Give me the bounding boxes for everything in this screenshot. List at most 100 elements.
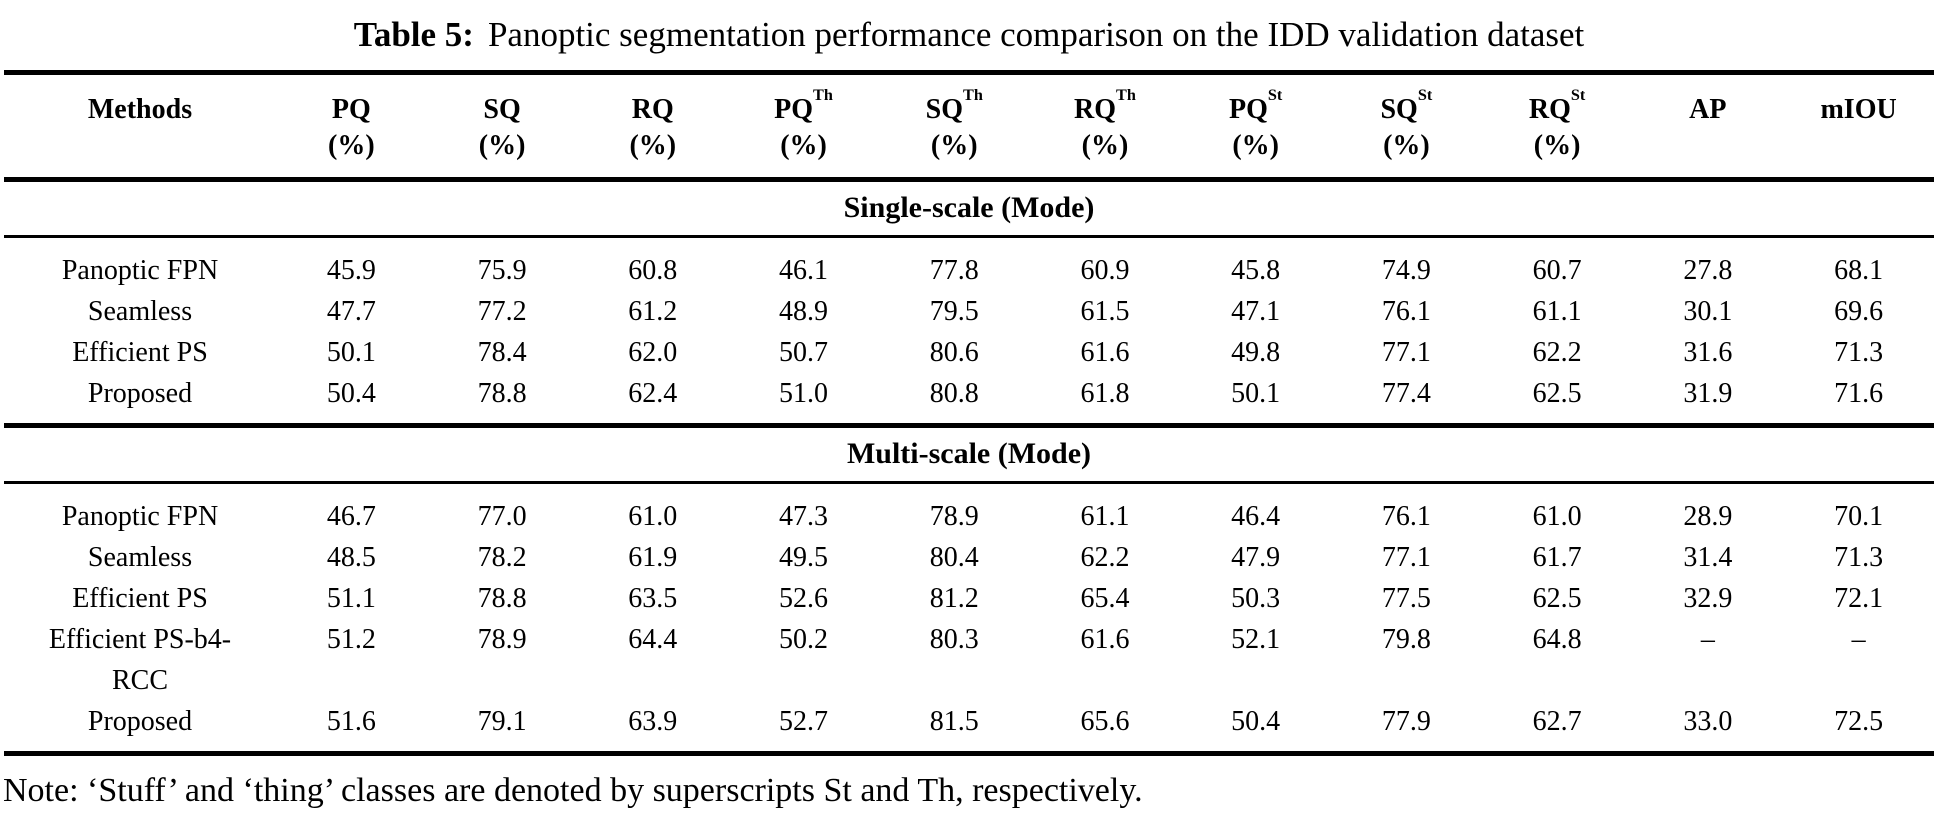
value-cell: 47.9 xyxy=(1231,542,1281,573)
column-header: SQTh xyxy=(925,85,983,125)
method-cell: Proposed xyxy=(87,378,193,409)
value-cell: 62.5 xyxy=(1532,378,1582,409)
value-cell: 61.0 xyxy=(628,501,678,532)
value-cell: 45.9 xyxy=(326,255,376,286)
table-row: Panoptic FPN 46.7 77.0 61.0 47.3 78.9 61.1 46.4… xyxy=(4,483,1934,538)
value-cell: 71.6 xyxy=(1834,378,1884,409)
value-cell: 46.1 xyxy=(779,255,829,286)
value-cell: 77.2 xyxy=(477,296,527,327)
value-cell: 78.9 xyxy=(929,501,979,532)
value-cell: 65.4 xyxy=(1080,583,1130,614)
value-cell: 47.3 xyxy=(779,501,829,532)
value-cell: 61.9 xyxy=(628,542,678,573)
column-header: RQSt xyxy=(1528,85,1586,125)
value-cell: 61.1 xyxy=(1532,296,1582,327)
value-cell: 74.9 xyxy=(1381,255,1431,286)
value-cell: – xyxy=(1851,624,1866,655)
value-cell: 81.2 xyxy=(929,583,979,614)
column-unit xyxy=(4,129,276,180)
value-cell: 30.1 xyxy=(1683,296,1733,327)
table-row: Panoptic FPN 45.9 75.9 60.8 46.1 77.8 60.9 45.8… xyxy=(4,237,1934,292)
value-cell: 64.8 xyxy=(1532,624,1582,655)
value-cell: 51.1 xyxy=(326,583,376,614)
section-title-row: Single-scale (Mode) xyxy=(4,177,1934,238)
value-cell: 80.4 xyxy=(929,542,979,573)
value-cell: 78.4 xyxy=(477,337,527,368)
table-row: Seamless 48.5 78.2 61.9 49.5 80.4 62.2 47.9 77.1… xyxy=(4,537,1934,578)
table-header: Methods PQ SQ RQ PQTh SQTh RQTh PQSt SQSt RQSt AP m… xyxy=(4,73,1934,180)
value-cell: 63.9 xyxy=(628,706,678,737)
value-cell: 61.8 xyxy=(1080,378,1130,409)
value-cell: 77.8 xyxy=(929,255,979,286)
table-caption-label: Table 5: xyxy=(353,15,474,54)
value-cell: 50.3 xyxy=(1231,583,1281,614)
value-cell: 68.1 xyxy=(1834,255,1884,286)
value-cell: 71.3 xyxy=(1834,337,1884,368)
value-cell: 50.2 xyxy=(779,624,829,655)
value-cell: 72.5 xyxy=(1834,706,1884,737)
value-cell: 77.0 xyxy=(477,501,527,532)
column-header: SQ xyxy=(483,94,521,125)
value-cell: 52.6 xyxy=(779,583,829,614)
value-cell: 48.9 xyxy=(779,296,829,327)
column-unit: (%) xyxy=(1081,130,1129,161)
value-cell: 33.0 xyxy=(1683,706,1733,737)
table-section: Single-scale (Mode) Panoptic FPN 45.9 75.9 6… xyxy=(4,177,1934,426)
method-cell: Seamless xyxy=(87,296,193,327)
value-cell: 79.1 xyxy=(477,706,527,737)
table-row: Seamless 47.7 77.2 61.2 48.9 79.5 61.5 47.1 76.1… xyxy=(4,291,1934,332)
value-cell: 78.9 xyxy=(477,624,527,655)
value-cell: 31.9 xyxy=(1683,378,1733,409)
value-cell: 61.6 xyxy=(1080,624,1130,655)
value-cell: 49.5 xyxy=(779,542,829,573)
table-row: Efficient PS 51.1 78.8 63.5 52.6 81.2 65.4 50.3… xyxy=(4,578,1934,619)
method-cell: Proposed xyxy=(87,706,193,737)
value-cell: 32.9 xyxy=(1683,583,1733,614)
value-cell: 50.4 xyxy=(1231,706,1281,737)
value-cell: 77.4 xyxy=(1381,378,1431,409)
value-cell: 47.7 xyxy=(326,296,376,327)
column-header: PQ xyxy=(331,94,371,125)
section-title: Single-scale (Mode) xyxy=(4,177,1934,238)
value-cell: 50.7 xyxy=(779,337,829,368)
value-cell: 77.9 xyxy=(1381,706,1431,737)
value-cell: 46.4 xyxy=(1231,501,1281,532)
value-cell: 77.5 xyxy=(1381,583,1431,614)
value-cell: 79.5 xyxy=(929,296,979,327)
value-cell: 31.6 xyxy=(1683,337,1733,368)
table-caption-text: Panoptic segmentation performance compar… xyxy=(487,15,1585,54)
value-cell: 70.1 xyxy=(1834,501,1884,532)
value-cell: 62.5 xyxy=(1532,583,1582,614)
method-cell: Efficient PS-b4-RCC xyxy=(48,624,232,696)
value-cell: 80.6 xyxy=(929,337,979,368)
section-title: Multi-scale (Mode) xyxy=(4,423,1934,484)
table-row: Efficient PS 50.1 78.4 62.0 50.7 80.6 61.6 49.8… xyxy=(4,332,1934,373)
column-header: RQ xyxy=(631,94,674,125)
method-cell: Panoptic FPN xyxy=(61,501,219,532)
column-header: PQTh xyxy=(774,85,833,125)
value-cell: – xyxy=(1700,624,1715,655)
value-cell: 78.8 xyxy=(477,583,527,614)
value-cell: 60.8 xyxy=(628,255,678,286)
column-unit: (%) xyxy=(1383,130,1430,161)
results-table: Methods PQ SQ RQ PQTh SQTh RQTh PQSt SQSt RQSt AP m… xyxy=(4,70,1934,756)
value-cell: 77.1 xyxy=(1381,337,1431,368)
value-cell: 78.8 xyxy=(477,378,527,409)
value-cell: 50.1 xyxy=(1231,378,1281,409)
value-cell: 75.9 xyxy=(477,255,527,286)
value-cell: 65.6 xyxy=(1080,706,1130,737)
value-cell: 61.2 xyxy=(628,296,678,327)
value-cell: 63.5 xyxy=(628,583,678,614)
column-unit: (%) xyxy=(629,130,677,161)
value-cell: 52.7 xyxy=(779,706,829,737)
value-cell: 60.7 xyxy=(1532,255,1582,286)
value-cell: 78.2 xyxy=(477,542,527,573)
value-cell: 28.9 xyxy=(1683,501,1733,532)
column-unit: (%) xyxy=(780,130,827,161)
value-cell: 72.1 xyxy=(1834,583,1884,614)
value-cell: 61.5 xyxy=(1080,296,1130,327)
value-cell: 60.9 xyxy=(1080,255,1130,286)
method-cell: Panoptic FPN xyxy=(61,255,219,286)
column-header: PQSt xyxy=(1229,85,1283,125)
value-cell: 62.4 xyxy=(628,378,678,409)
